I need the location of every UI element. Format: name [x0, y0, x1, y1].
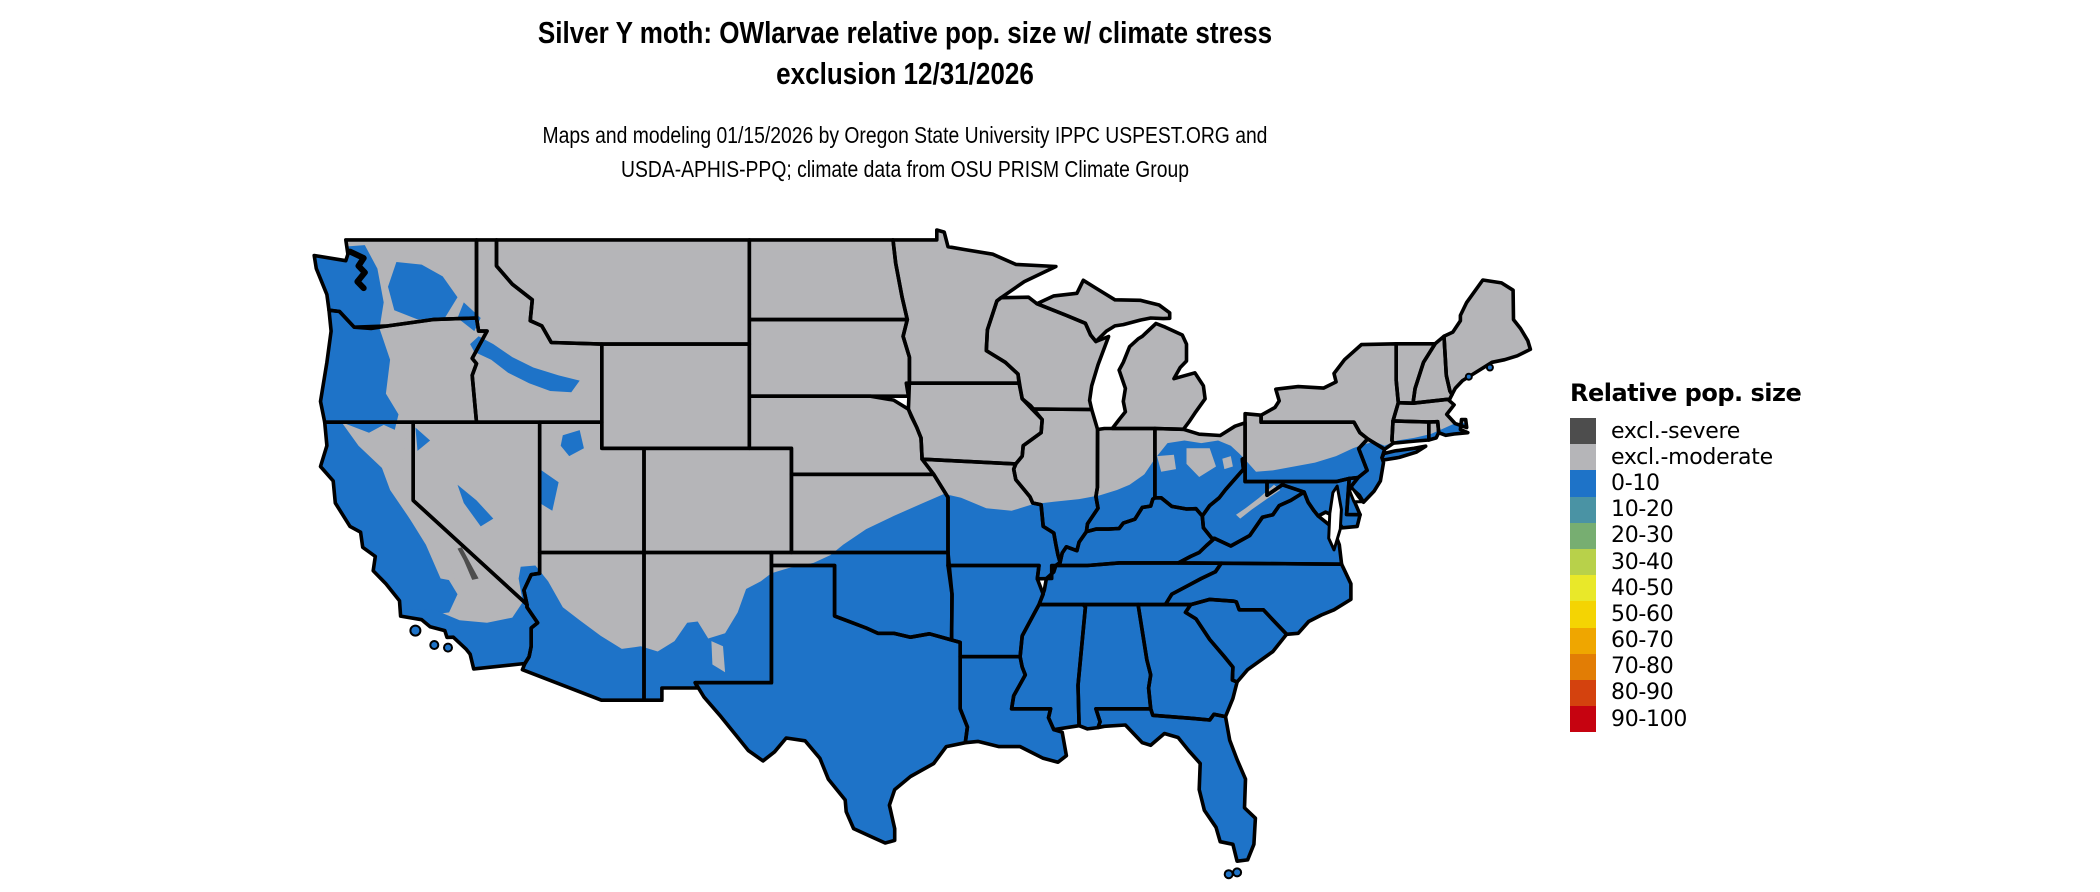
legend-item: 50-60: [1570, 601, 1870, 628]
state-wy: [601, 344, 750, 449]
legend-swatch: [1570, 575, 1596, 602]
legend-swatch: [1570, 601, 1596, 628]
legend-item-label: 0-10: [1611, 470, 1660, 496]
legend-item: 10-20: [1570, 496, 1870, 523]
state-nd: [749, 239, 908, 320]
page-title-line1: Silver Y moth: OWlarvae relative pop. si…: [537, 15, 1273, 50]
state-wi: [986, 297, 1109, 410]
legend-item-label: 50-60: [1611, 601, 1674, 627]
exclusion-severe-patches: [457, 547, 479, 580]
bay-water: [1327, 484, 1364, 552]
state-borders: [312, 228, 1533, 863]
legend-item-label: 70-80: [1611, 654, 1674, 680]
legend-item-label: 60-70: [1611, 628, 1674, 654]
legend-swatch: [1570, 444, 1596, 471]
legend-item: 40-50: [1570, 575, 1870, 602]
legend-item: 30-40: [1570, 548, 1870, 576]
legend-item-label: 20-30: [1611, 523, 1674, 549]
state-co: [644, 448, 792, 553]
legend-item: 80-90: [1570, 679, 1870, 707]
page-title-line2: exclusion 12/31/2026: [776, 56, 1034, 91]
state-mt: [496, 239, 750, 345]
legend-item-label: 10-20: [1611, 497, 1674, 523]
state-nh: [1413, 336, 1452, 404]
puget-sound-inlet: [347, 248, 368, 292]
legend-item-label: excl.-moderate: [1611, 444, 1773, 470]
state-id: [472, 239, 602, 423]
legend-item: 60-70: [1570, 627, 1870, 654]
legend-swatch: [1570, 627, 1596, 654]
legend-item-label: 90-100: [1611, 706, 1688, 732]
legend-item: 20-30: [1570, 522, 1870, 549]
page-subtitle: Maps and modeling 01/15/2026 by Oregon S…: [359, 118, 1451, 186]
state-ne: [749, 396, 934, 475]
state-sd: [749, 319, 910, 397]
islands: [409, 363, 1494, 880]
legend-item-label: 30-40: [1611, 549, 1674, 575]
state-mn: [893, 230, 1056, 384]
legend: Relative pop. size excl.-severe excl.-mod…: [1570, 379, 1870, 733]
legend-swatch: [1570, 470, 1596, 497]
page-subtitle-line2: USDA-APHIS-PPQ; climate data from OSU PR…: [621, 156, 1189, 182]
page-subtitle-line1: Maps and modeling 01/15/2026 by Oregon S…: [542, 122, 1268, 148]
state-me: [1444, 280, 1531, 395]
state-ia: [908, 383, 1043, 464]
state-ut: [539, 422, 644, 553]
legend-swatch: [1570, 522, 1596, 549]
legend-item: excl.-severe: [1570, 418, 1870, 445]
legend-swatch: [1570, 548, 1596, 576]
state-ny: [1261, 343, 1399, 450]
legend-item: excl.-moderate: [1570, 444, 1870, 471]
legend-swatch: [1570, 679, 1596, 707]
legend-item: 0-10: [1570, 470, 1870, 497]
state-mi_lp: [1112, 323, 1206, 430]
legend-swatch: [1570, 706, 1596, 733]
legend-swatch: [1570, 418, 1596, 445]
legend-item: 90-100: [1570, 706, 1870, 733]
legend-item-label: 80-90: [1611, 680, 1674, 706]
legend-title: Relative pop. size: [1570, 379, 1802, 407]
legend-items: excl.-severe excl.-moderate 0-10 10-20 20-30…: [1570, 418, 1870, 733]
exclusion-moderate-patches: [341, 422, 1281, 673]
legend-item-label: excl.-severe: [1611, 418, 1740, 444]
legend-item-label: 40-50: [1611, 575, 1674, 601]
page-header: Silver Y moth: OWlarvae relative pop. si…: [359, 12, 1451, 186]
legend-swatch: [1570, 653, 1596, 680]
legend-swatch: [1570, 496, 1596, 523]
legend-item: 70-80: [1570, 653, 1870, 680]
